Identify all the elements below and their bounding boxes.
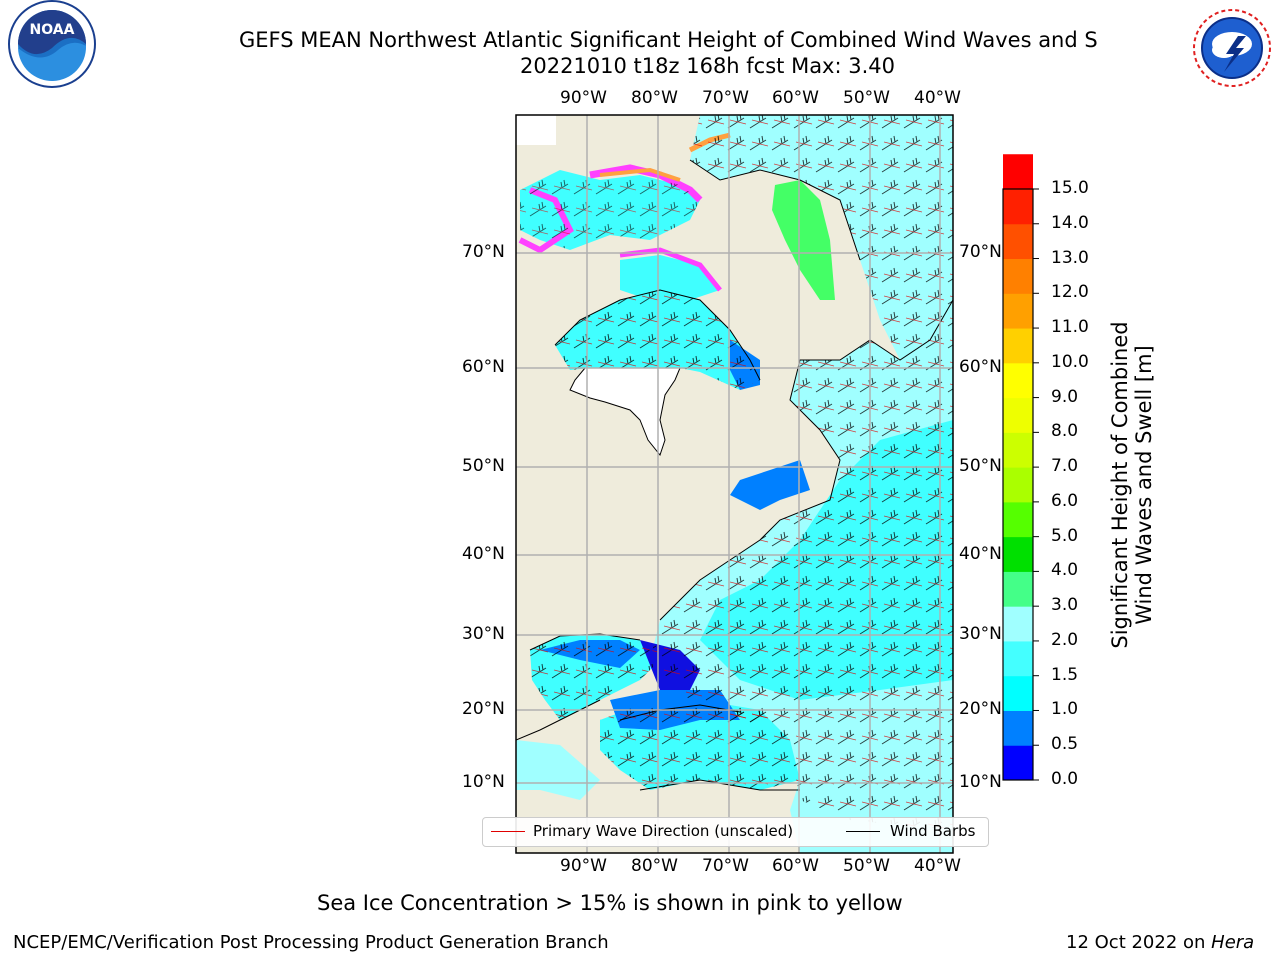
footer-branch: NCEP/EMC/Verification Post Processing Pr… <box>13 932 609 953</box>
colorbar <box>1003 154 1039 781</box>
colorbar-segment <box>1003 258 1033 294</box>
colorbar-tick-label: 5.0 <box>1051 525 1079 546</box>
legend-wind-barbs: Wind Barbs <box>890 822 976 840</box>
sea-ice-note: Sea Ice Concentration > 15% is shown in … <box>317 891 903 915</box>
colorbar-tick-label: 2.0 <box>1051 629 1079 650</box>
colorbar-segment <box>1003 397 1033 433</box>
lon-label-top-40w: 40°W <box>914 88 961 108</box>
lat-label-right-40n: 40°N <box>959 544 1002 564</box>
colorbar-segment <box>1003 467 1033 503</box>
lat-label-right-60n: 60°N <box>959 357 1002 377</box>
colorbar-segment <box>1003 640 1033 677</box>
colorbar-tick-label: 12.0 <box>1051 282 1089 303</box>
lon-label-bottom-80w: 80°W <box>631 856 678 876</box>
lat-label-right-10n: 10°N <box>959 772 1002 792</box>
colorbar-tick-label: 4.0 <box>1051 560 1079 581</box>
legend-primary-wave: Primary Wave Direction (unscaled) <box>533 822 794 840</box>
colorbar-tick-label: 0.0 <box>1051 769 1079 789</box>
colorbar-segment <box>1003 432 1033 468</box>
colorbar-label-line2: Wind Waves and Swell [m] <box>1132 345 1156 625</box>
colorbar-label-line1: Significant Height of Combined <box>1108 321 1132 649</box>
colorbar-tick-label: 10.0 <box>1051 351 1089 372</box>
noaa-logo-text: NOAA <box>30 22 75 38</box>
lon-label-bottom-40w: 40°W <box>914 856 961 876</box>
colorbar-tick-label: 1.0 <box>1051 699 1079 720</box>
lon-label-bottom-70w: 70°W <box>702 856 749 876</box>
colorbar-tick-label: 1.5 <box>1051 664 1079 685</box>
colorbar-segment <box>1003 571 1033 607</box>
footer-date-text: 12 Oct 2022 on <box>1066 932 1212 953</box>
colorbar-segment <box>1003 154 1033 190</box>
lat-label-left-60n: 60°N <box>462 357 505 377</box>
lat-label-right-30n: 30°N <box>959 624 1002 644</box>
noaa-logo: NOAA <box>0 0 104 90</box>
lon-label-top-70w: 70°W <box>702 88 749 108</box>
colorbar-tick-label: 7.0 <box>1051 456 1079 477</box>
nws-logo <box>1180 0 1280 96</box>
lon-label-top-80w: 80°W <box>631 88 678 108</box>
chart-title-line2: 20221010 t18z 168h fcst Max: 3.40 <box>520 54 895 78</box>
gridlines <box>516 115 953 853</box>
colorbar-tick-label: 3.0 <box>1051 595 1079 616</box>
colorbar-segment <box>1003 328 1033 364</box>
colorbar-frame <box>1002 188 1034 781</box>
lat-label-right-50n: 50°N <box>959 456 1002 476</box>
footer-host: Hera <box>1211 932 1255 953</box>
footer-date: 12 Oct 2022 on Hera <box>1066 932 1254 953</box>
map-legend: Primary Wave Direction (unscaled) Wind B… <box>482 817 989 847</box>
colorbar-tick-label: 0.5 <box>1051 734 1079 755</box>
chart-title-line1: GEFS MEAN Northwest Atlantic Significant… <box>239 28 1098 52</box>
lat-label-right-70n: 70°N <box>959 242 1002 262</box>
colorbar-tick-label: 8.0 <box>1051 421 1079 442</box>
colorbar-segment <box>1003 710 1033 746</box>
colorbar-tick-label: 15.0 <box>1051 178 1089 198</box>
colorbar-tick-label: 9.0 <box>1051 386 1079 407</box>
colorbar-segment <box>1003 189 1033 225</box>
lat-label-left-70n: 70°N <box>462 242 505 262</box>
colorbar-segment <box>1003 606 1033 642</box>
lat-label-right-20n: 20°N <box>959 699 1002 719</box>
colorbar-segment <box>1003 501 1033 538</box>
lon-label-top-60w: 60°W <box>772 88 819 108</box>
colorbar-segment <box>1003 745 1033 781</box>
lon-label-bottom-60w: 60°W <box>772 856 819 876</box>
lat-label-left-30n: 30°N <box>462 624 505 644</box>
lon-label-bottom-50w: 50°W <box>843 856 890 876</box>
lon-label-top-50w: 50°W <box>843 88 890 108</box>
map-frame <box>515 114 954 854</box>
lat-label-left-40n: 40°N <box>462 544 505 564</box>
colorbar-tick-label: 13.0 <box>1051 247 1089 268</box>
colorbar-segment <box>1003 293 1033 329</box>
primary-wave-swatch <box>491 831 525 832</box>
wind-barb-swatch <box>846 831 880 832</box>
colorbar-segment <box>1003 223 1033 260</box>
lon-label-top-90w: 90°W <box>560 88 607 108</box>
gulf-of-st-lawrence <box>730 460 810 510</box>
masked-region <box>569 367 681 457</box>
colorbar-tick-label: 14.0 <box>1051 212 1089 233</box>
colorbar-segment <box>1003 675 1033 711</box>
lon-label-bottom-90w: 90°W <box>560 856 607 876</box>
lat-label-left-50n: 50°N <box>462 456 505 476</box>
lat-label-left-10n: 10°N <box>462 772 505 792</box>
baffin-bay-max <box>772 180 835 300</box>
lat-label-left-20n: 20°N <box>462 699 505 719</box>
colorbar-tick-label: 6.0 <box>1051 490 1079 511</box>
colorbar-segment <box>1003 536 1033 572</box>
colorbar-tick-label: 11.0 <box>1051 317 1089 338</box>
colorbar-segment <box>1003 362 1033 399</box>
